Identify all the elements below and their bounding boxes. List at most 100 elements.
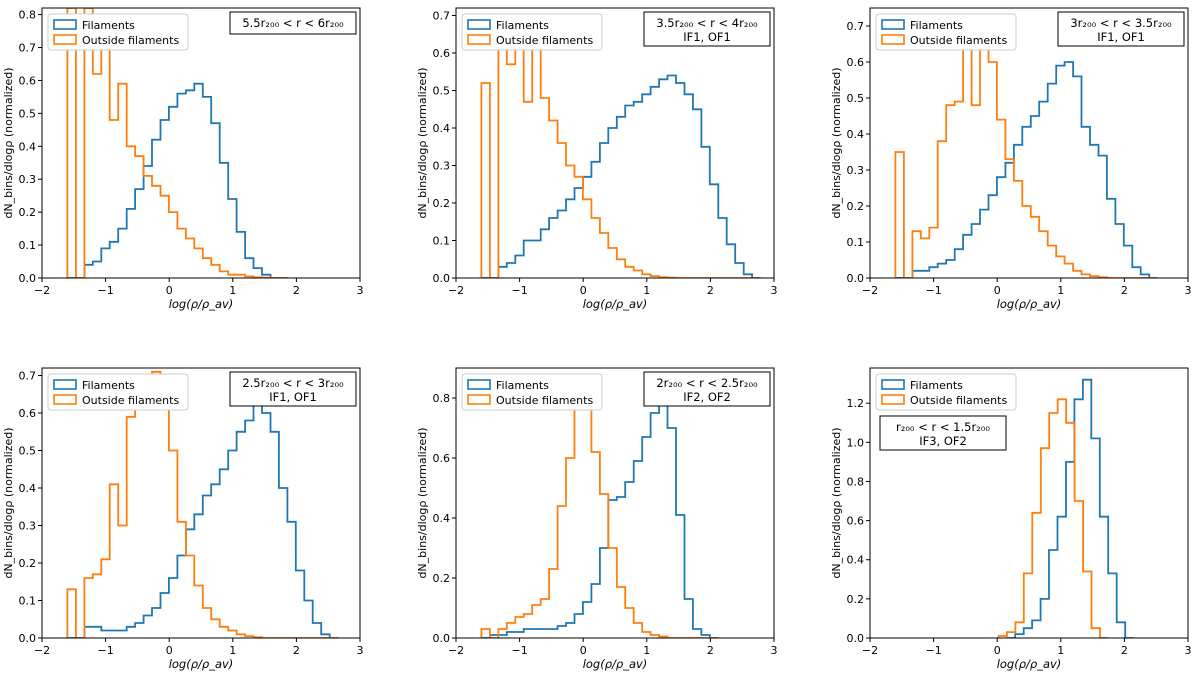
- panel-4: −2 −1 0 1 2 3 0.0 0.1 0.2 0.3 0.4 0.5 0.6 0.7 log(ρ/ρ_…: [2, 367, 364, 671]
- y-tick-label: 0.6: [19, 407, 37, 420]
- series-line-filaments: [481, 403, 719, 638]
- annotation-box: [879, 415, 1007, 451]
- legend-label: Outside filaments: [82, 34, 179, 47]
- annotation-text: 2r₂₀₀ < r < 2.5r₂₀₀: [656, 376, 758, 390]
- legend-label: Filaments: [496, 19, 549, 32]
- legend-label: Outside filaments: [496, 394, 593, 407]
- x-tick-label: 3: [771, 644, 778, 657]
- plot-frame: [869, 367, 1189, 639]
- legend-label: Outside filaments: [910, 34, 1007, 47]
- x-tick-label: −1: [925, 644, 941, 657]
- y-tick-label: 0.0: [847, 272, 865, 285]
- y-tick-label: 0.0: [433, 272, 451, 285]
- x-tick-label: 2: [1121, 644, 1128, 657]
- y-tick-label: 0.3: [433, 160, 451, 173]
- annotation-box: [643, 371, 771, 407]
- y-tick-label: 0.2: [19, 206, 37, 219]
- y-tick-label: 0.0: [19, 632, 37, 645]
- x-tick-label: 2: [707, 644, 714, 657]
- legend-label: Filaments: [910, 379, 963, 392]
- x-tick-label: −2: [862, 644, 878, 657]
- y-tick-label: 0.1: [433, 235, 451, 248]
- y-tick-label: 0.5: [847, 92, 865, 105]
- legend-swatch-outside: [53, 34, 77, 45]
- legend-box: [875, 13, 1017, 51]
- plot-frame: [869, 7, 1189, 279]
- y-tick-label: 0.0: [433, 632, 451, 645]
- y-tick-label: 0.5: [433, 85, 451, 98]
- panel-5: −2 −1 0 1 2 3 0.0 0.2 0.4 0.6 0.8 log(ρ/ρ_av) dN_bin…: [416, 367, 778, 671]
- x-tick-label: 2: [293, 644, 300, 657]
- y-tick-label: 0.1: [19, 239, 37, 252]
- legend-swatch-filaments: [53, 19, 77, 30]
- x-tick-label: −2: [448, 284, 464, 297]
- x-tick-label: 2: [707, 284, 714, 297]
- annotation-text: 5.5r₂₀₀ < r < 6r₂₀₀: [242, 16, 344, 30]
- x-tick-label: −2: [34, 644, 50, 657]
- y-axis-label: dN_bins/dlogρ (normalized): [416, 427, 429, 578]
- x-tick-label: 3: [357, 644, 364, 657]
- legend-swatch-outside: [467, 34, 491, 45]
- legend-box: [875, 373, 1017, 411]
- y-tick-label: 1.2: [847, 397, 865, 410]
- x-tick-label: −2: [34, 284, 50, 297]
- x-tick-label: −2: [448, 644, 464, 657]
- annotation-text: IF1, OF1: [683, 30, 731, 44]
- x-tick-label: −1: [925, 284, 941, 297]
- legend: Filaments Outside filaments: [875, 373, 1017, 411]
- legend-label: Filaments: [496, 379, 549, 392]
- x-tick-label: 0: [580, 644, 587, 657]
- y-tick-label: 0.6: [433, 47, 451, 60]
- x-axis-label: log(ρ/ρ_av): [169, 657, 234, 671]
- y-axis-label: dN_bins/dlogρ (normalized): [416, 67, 429, 218]
- y-axis-label: dN_bins/dlogρ (normalized): [2, 67, 15, 218]
- y-tick-label: 0.4: [19, 482, 37, 495]
- x-tick-label: −2: [862, 284, 878, 297]
- y-tick-label: 0.4: [433, 512, 451, 525]
- plot-frame: [41, 367, 361, 639]
- y-tick-label: 0.5: [19, 445, 37, 458]
- y-tick-label: 0.8: [847, 475, 865, 488]
- series-line-outside: [997, 398, 1109, 638]
- y-tick-label: 0.8: [19, 9, 37, 22]
- annotation-text: IF1, OF1: [269, 390, 317, 404]
- legend-box: [47, 13, 189, 51]
- annotation-box: [1057, 11, 1185, 47]
- annotation-text: r₂₀₀ < r < 1.5r₂₀₀: [896, 420, 990, 434]
- y-axis-label: dN_bins/dlogρ (normalized): [830, 67, 843, 218]
- legend-swatch-outside: [53, 394, 77, 405]
- panel-1: −2 −1 0 1 2 3 0.0 0.1 0.2 0.3 0.4 0.5 0.6 0.7 0.8 log(ρ…: [2, 7, 364, 311]
- legend: Filaments Outside filaments: [47, 13, 189, 51]
- y-tick-label: 0.6: [19, 74, 37, 87]
- y-tick-label: 0.4: [19, 140, 37, 153]
- x-axis-label: log(ρ/ρ_av): [583, 657, 648, 671]
- legend-label: Outside filaments: [496, 34, 593, 47]
- x-tick-label: 0: [166, 644, 173, 657]
- x-tick-label: −1: [97, 644, 113, 657]
- x-tick-label: 1: [1057, 644, 1064, 657]
- y-tick-label: 0.7: [19, 370, 37, 383]
- legend-label: Outside filaments: [82, 394, 179, 407]
- x-axis-label: log(ρ/ρ_av): [997, 297, 1062, 311]
- annotation-box: [229, 371, 357, 407]
- panel-3: −2 −1 0 1 2 3 0.0 0.1 0.2 0.3 0.4 0.5 0.6 0.7 log(ρ/ρ_…: [830, 7, 1192, 311]
- x-axis-label: log(ρ/ρ_av): [583, 297, 648, 311]
- legend-box: [461, 13, 603, 51]
- x-tick-label: −1: [511, 284, 527, 297]
- y-tick-label: 0.2: [433, 197, 451, 210]
- y-tick-label: 0.2: [847, 593, 865, 606]
- plot-frame: [41, 7, 361, 279]
- annotation-text: IF1, OF1: [1097, 30, 1145, 44]
- y-tick-label: 0.2: [847, 200, 865, 213]
- series-line-filaments: [1006, 378, 1134, 638]
- series-line-filaments: [895, 61, 1158, 278]
- legend: Filaments Outside filaments: [461, 13, 603, 51]
- series-line-outside: [894, 43, 1158, 278]
- x-tick-label: 1: [229, 644, 236, 657]
- y-tick-label: 0.4: [847, 128, 865, 141]
- series-line-filaments: [67, 404, 339, 638]
- y-tick-label: 0.4: [433, 122, 451, 135]
- legend-label: Outside filaments: [910, 394, 1007, 407]
